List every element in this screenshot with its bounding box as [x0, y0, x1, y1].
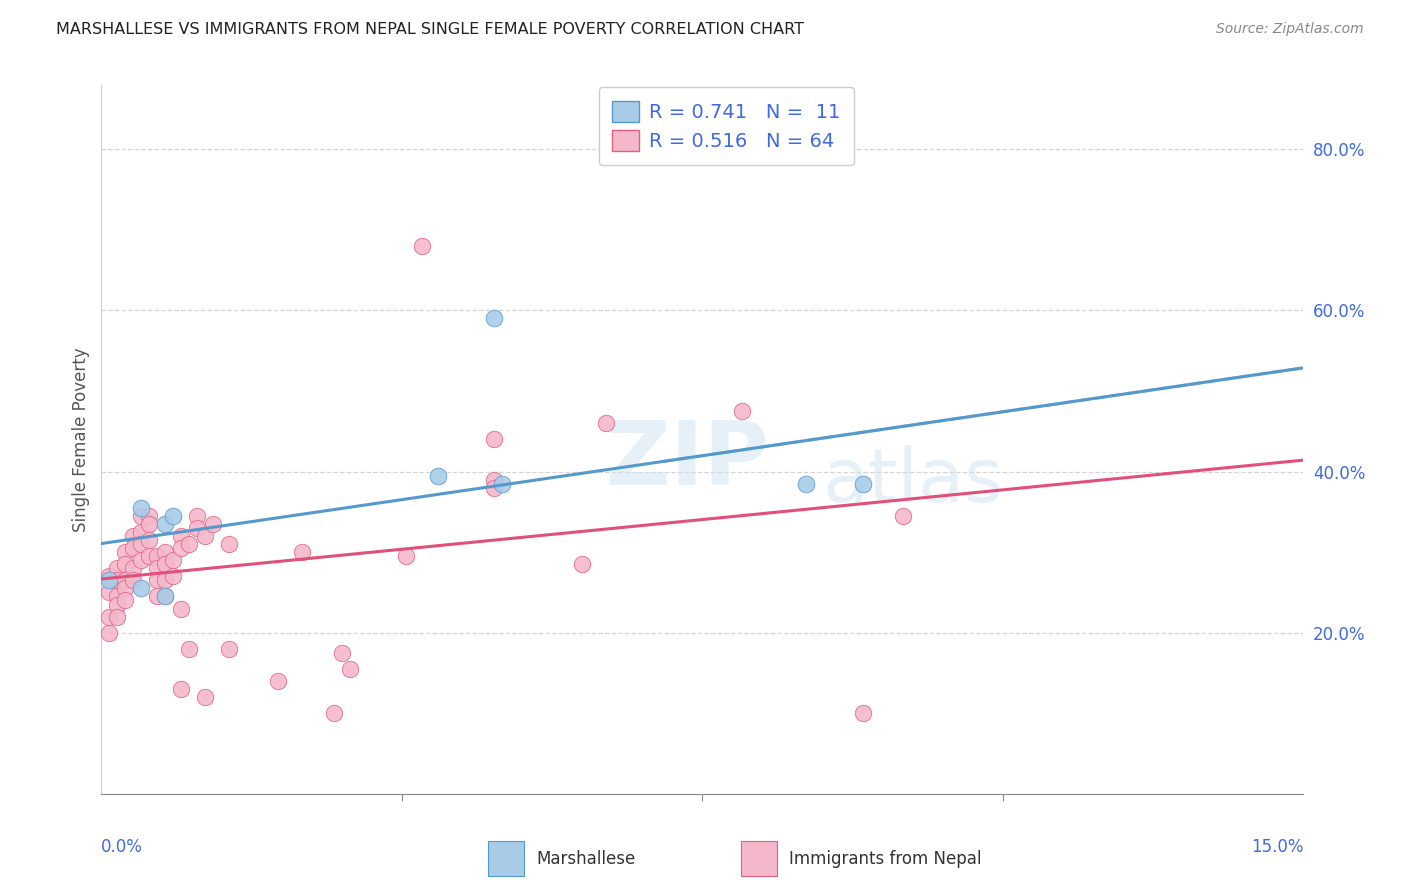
Point	[105, 574, 128, 588]
Point	[170, 529, 193, 543]
Point	[395, 549, 418, 563]
Point	[482, 481, 505, 495]
Point	[131, 524, 153, 539]
Point	[186, 508, 208, 523]
Point	[571, 558, 593, 572]
Point	[330, 646, 353, 660]
Y-axis label: Single Female Poverty: Single Female Poverty	[72, 347, 90, 532]
Point	[131, 537, 153, 551]
Point	[155, 574, 177, 588]
Point	[852, 706, 875, 721]
Point	[98, 609, 121, 624]
Point	[138, 533, 160, 547]
Text: Immigrants from Nepal: Immigrants from Nepal	[789, 849, 981, 868]
Point	[731, 404, 754, 418]
Point	[291, 545, 314, 559]
Point	[322, 706, 344, 721]
FancyBboxPatch shape	[488, 841, 523, 876]
FancyBboxPatch shape	[741, 841, 776, 876]
Point	[194, 529, 217, 543]
Point	[131, 500, 153, 515]
Point	[122, 574, 145, 588]
Point	[170, 601, 193, 615]
Point	[194, 690, 217, 705]
Point	[105, 609, 128, 624]
Point	[426, 468, 449, 483]
Point	[155, 590, 177, 604]
Point	[138, 516, 160, 531]
Point	[98, 569, 121, 583]
Text: ZIP: ZIP	[606, 417, 769, 504]
Point	[114, 558, 136, 572]
Text: 0.0%: 0.0%	[101, 838, 143, 855]
Point	[482, 311, 505, 326]
Point	[155, 558, 177, 572]
Point	[105, 598, 128, 612]
Point	[179, 641, 201, 656]
Point	[155, 516, 177, 531]
Point	[146, 549, 169, 563]
Text: Marshallese: Marshallese	[536, 849, 636, 868]
Point	[98, 574, 121, 588]
Point	[114, 545, 136, 559]
Point	[482, 433, 505, 447]
Point	[796, 476, 818, 491]
Point	[138, 508, 160, 523]
Point	[218, 537, 240, 551]
Point	[105, 561, 128, 575]
Point	[105, 590, 128, 604]
Point	[218, 641, 240, 656]
Text: atlas: atlas	[823, 445, 1004, 518]
Point	[122, 541, 145, 555]
Text: 15.0%: 15.0%	[1251, 838, 1303, 855]
Point	[131, 582, 153, 596]
Point	[170, 541, 193, 555]
Point	[98, 585, 121, 599]
Point	[146, 561, 169, 575]
Text: Source: ZipAtlas.com: Source: ZipAtlas.com	[1216, 22, 1364, 37]
Point	[162, 553, 184, 567]
Point	[146, 590, 169, 604]
Point	[482, 473, 505, 487]
Point	[186, 521, 208, 535]
Point	[122, 529, 145, 543]
Point	[852, 476, 875, 491]
Point	[155, 545, 177, 559]
Point	[162, 569, 184, 583]
Text: MARSHALLESE VS IMMIGRANTS FROM NEPAL SINGLE FEMALE POVERTY CORRELATION CHART: MARSHALLESE VS IMMIGRANTS FROM NEPAL SIN…	[56, 22, 804, 37]
Point	[155, 590, 177, 604]
Point	[138, 549, 160, 563]
Point	[891, 508, 914, 523]
Point	[170, 682, 193, 697]
Point	[146, 574, 169, 588]
Point	[595, 416, 617, 430]
Point	[114, 574, 136, 588]
Point	[114, 593, 136, 607]
Point	[114, 582, 136, 596]
Point	[411, 239, 433, 253]
Point	[98, 625, 121, 640]
Point	[339, 662, 361, 676]
Point	[162, 508, 184, 523]
Point	[491, 476, 513, 491]
Point	[202, 516, 225, 531]
Point	[131, 553, 153, 567]
Point	[131, 508, 153, 523]
Legend: R = 0.741   N =  11, R = 0.516   N = 64: R = 0.741 N = 11, R = 0.516 N = 64	[599, 87, 853, 165]
Point	[122, 561, 145, 575]
Point	[179, 537, 201, 551]
Point	[266, 674, 288, 689]
